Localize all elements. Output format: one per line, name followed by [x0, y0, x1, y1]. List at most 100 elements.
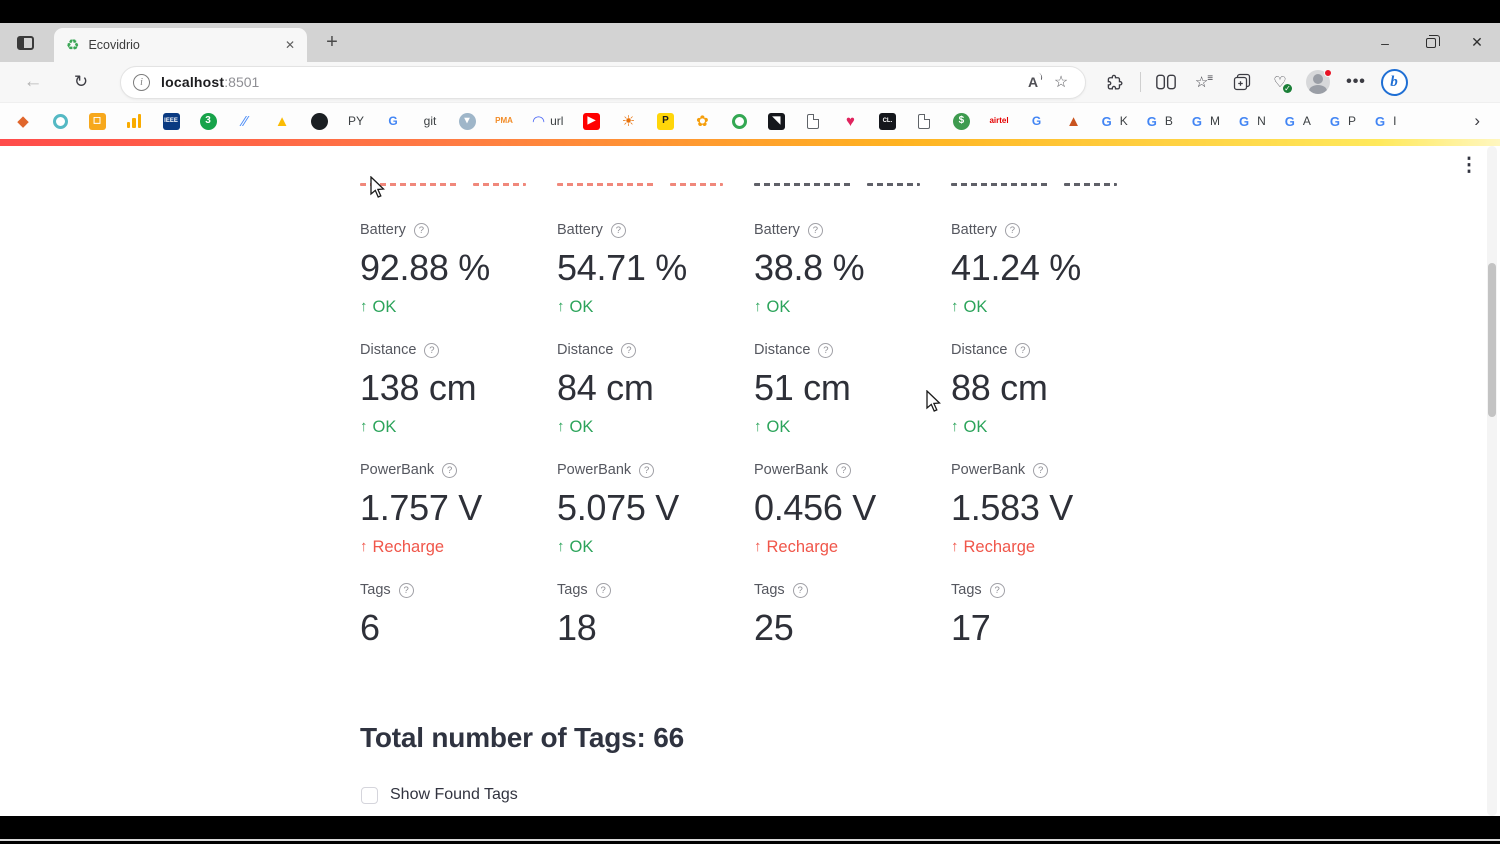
- matlab-icon: ▲: [1066, 112, 1081, 130]
- close-button[interactable]: ✕: [1471, 34, 1483, 50]
- bookmark-ads-triangle-icon[interactable]: ▲: [273, 109, 291, 133]
- back-button[interactable]: ←: [23, 71, 43, 92]
- bookmark-matlab-icon[interactable]: ▲: [1065, 109, 1083, 133]
- site-info-icon[interactable]: i: [133, 73, 150, 91]
- bookmark-s-coin-icon[interactable]: $: [952, 109, 970, 133]
- bookmark-airtel-bookmark[interactable]: airtel: [989, 109, 1008, 133]
- metric-label: Distance: [557, 342, 614, 358]
- bookmark-document-icon-2[interactable]: [915, 109, 933, 133]
- read-aloud-icon[interactable]: A: [1019, 68, 1047, 96]
- help-tooltip-icon[interactable]: ?: [398, 582, 414, 598]
- metric-delta-recharge: ↑ Recharge: [951, 536, 1148, 558]
- scrollbar-thumb[interactable]: [1488, 263, 1496, 417]
- metric-label: Battery: [754, 222, 800, 238]
- help-tooltip-icon[interactable]: ?: [792, 582, 808, 598]
- bookmark-badge-3-icon[interactable]: 3: [199, 109, 217, 133]
- show-found-tags-checkbox[interactable]: [361, 786, 378, 804]
- bookmark-document-icon[interactable]: [804, 109, 822, 133]
- metric-label-row: Tags?: [557, 582, 754, 598]
- streamlit-main-menu-icon[interactable]: ⋮: [1459, 155, 1479, 176]
- metric-value: 1.757 V: [360, 487, 483, 528]
- help-tooltip-icon[interactable]: ?: [1004, 222, 1020, 238]
- help-tooltip-icon[interactable]: ?: [807, 222, 823, 238]
- metric-label-row: PowerBank?: [557, 462, 754, 478]
- help-tooltip-icon[interactable]: ?: [818, 342, 834, 358]
- bookmark-heart-icon[interactable]: ♥: [841, 109, 859, 133]
- bookmark-cl-icon[interactable]: CL.: [878, 109, 896, 133]
- google-favicon-icon: G: [1146, 113, 1157, 129]
- streamlit-decoration-bar: [0, 139, 1500, 146]
- metric-battery: Battery? 92.88 % ↑ OK: [360, 222, 557, 318]
- help-tooltip-icon[interactable]: ?: [989, 582, 1005, 598]
- refresh-button[interactable]: ↻: [73, 72, 89, 91]
- bookmark-label: P: [1348, 114, 1357, 128]
- copilot-button[interactable]: b: [1377, 67, 1411, 97]
- bookmark-paint-slashes-icon[interactable]: ⁄⁄: [236, 109, 254, 133]
- bookmark-url-shortener-bookmark[interactable]: ◠ url: [532, 109, 563, 133]
- help-tooltip-icon[interactable]: ?: [413, 222, 429, 238]
- extensions-icon[interactable]: [1098, 67, 1132, 97]
- help-tooltip-icon[interactable]: ?: [1033, 462, 1049, 478]
- bookmark-git-bookmark[interactable]: git: [421, 109, 439, 133]
- bookmark-bar-chart-icon[interactable]: [125, 109, 143, 133]
- bookmark-google-g-icon[interactable]: G: [384, 109, 402, 133]
- add-favorite-star-icon[interactable]: ☆: [1053, 74, 1069, 91]
- bookmark-py-bookmark[interactable]: PY: [347, 109, 365, 133]
- bookmark-youtube-icon[interactable]: ▶: [582, 109, 600, 133]
- new-tab-button[interactable]: +: [326, 31, 338, 53]
- bookmark-teal-ring-icon[interactable]: [51, 109, 69, 133]
- tab-actions-menu-icon[interactable]: [10, 30, 40, 56]
- clipped-text-row: [754, 176, 951, 186]
- bookmark-water-widget-icon[interactable]: ▾: [458, 109, 476, 133]
- bookmarks-overflow-chevron[interactable]: ›: [1474, 111, 1480, 130]
- metric-label-row: Distance?: [557, 342, 754, 358]
- help-tooltip-icon[interactable]: ?: [836, 462, 852, 478]
- clipped-text-fragment: [951, 182, 1051, 186]
- browser-tab-ecovidrio[interactable]: ♻ Ecovidrio ✕: [54, 28, 307, 62]
- restore-button[interactable]: [1408, 23, 1454, 62]
- help-tooltip-icon[interactable]: ?: [424, 342, 440, 358]
- bookmark-phpmyadmin-icon[interactable]: PMA: [495, 109, 513, 133]
- address-bar[interactable]: i localhost :8501 A ☆: [120, 65, 1086, 99]
- metric-delta-text: OK: [569, 298, 594, 316]
- tab-close-icon[interactable]: ✕: [284, 38, 296, 52]
- metric-delta-recharge: ↑ Recharge: [360, 536, 557, 558]
- metric-column-3: Battery? 38.8 % ↑ OK Distance? 51 cm ↑ OK PowerB…: [754, 176, 951, 674]
- favorites-icon[interactable]: ☆ ≡: [1187, 67, 1221, 97]
- collections-icon[interactable]: [1225, 67, 1259, 97]
- help-tooltip-icon[interactable]: ?: [639, 462, 655, 478]
- bookmark-ieee-icon[interactable]: IEEE: [162, 109, 180, 133]
- help-tooltip-icon[interactable]: ?: [610, 222, 626, 238]
- metric-delta-text: Recharge: [372, 538, 445, 556]
- bookmark-sun-eye-icon[interactable]: ☀: [619, 109, 637, 133]
- bookmark-github-icon[interactable]: [310, 109, 328, 133]
- settings-more-icon[interactable]: •••: [1346, 73, 1366, 90]
- bookmark-p-yellow-icon[interactable]: P: [656, 109, 674, 133]
- metric-label-row: Tags?: [951, 582, 1148, 598]
- profile-button[interactable]: [1301, 67, 1335, 97]
- help-tooltip-icon[interactable]: ?: [621, 342, 637, 358]
- bookmark-dark-app-icon[interactable]: ◥: [767, 109, 785, 133]
- bookmark-google-g-icon-2[interactable]: G: [1028, 109, 1046, 133]
- clipped-text-fragment: [670, 182, 723, 186]
- help-tooltip-icon[interactable]: ?: [595, 582, 611, 598]
- minimize-button[interactable]: –: [1381, 34, 1389, 51]
- bookmark-orange-badge-icon[interactable]: ◻: [88, 109, 106, 133]
- metric-delta-text: OK: [372, 298, 397, 316]
- help-tooltip-icon[interactable]: ?: [1015, 342, 1031, 358]
- metric-label-row: Distance?: [754, 342, 951, 358]
- bookmark-diamond-icon[interactable]: ◆: [14, 109, 32, 133]
- bookmark-orange-flower-icon[interactable]: ✿: [693, 109, 711, 133]
- bookmark-green-ring-icon[interactable]: [730, 109, 748, 133]
- split-screen-icon[interactable]: [1149, 67, 1183, 97]
- scrollbar-track[interactable]: [1487, 146, 1497, 816]
- help-tooltip-icon[interactable]: ?: [442, 462, 458, 478]
- browser-essentials-icon[interactable]: ♡ ✓: [1263, 67, 1297, 97]
